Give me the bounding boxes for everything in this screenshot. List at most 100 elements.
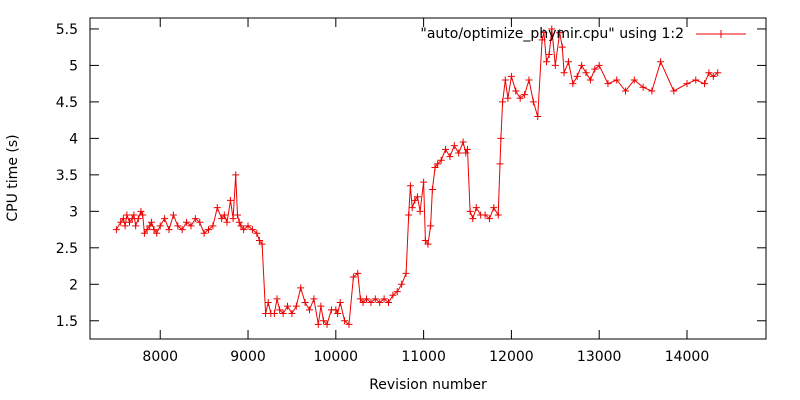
data-point xyxy=(146,222,154,230)
data-point xyxy=(420,178,428,186)
data-point xyxy=(336,299,344,307)
data-point xyxy=(586,76,594,84)
data-point xyxy=(235,218,243,226)
data-point xyxy=(139,211,147,219)
data-point xyxy=(398,280,406,288)
data-point xyxy=(560,69,568,77)
data-point xyxy=(349,273,357,281)
data-point xyxy=(450,142,458,150)
data-point xyxy=(569,80,577,88)
data-point xyxy=(140,229,148,237)
data-point xyxy=(427,222,435,230)
x-tick-label: 14000 xyxy=(665,349,710,365)
data-point xyxy=(112,226,120,234)
series-line xyxy=(115,28,719,326)
data-point xyxy=(591,65,599,73)
data-point xyxy=(622,87,630,95)
data-point xyxy=(279,309,287,317)
data-point xyxy=(564,58,572,66)
data-point xyxy=(359,299,367,307)
x-tick-label: 12000 xyxy=(489,349,534,365)
data-point xyxy=(126,218,134,226)
data-point xyxy=(512,87,520,95)
data-point xyxy=(538,36,546,44)
x-tick-label: 9000 xyxy=(230,349,266,365)
data-point xyxy=(178,226,186,234)
data-point xyxy=(481,211,489,219)
data-point xyxy=(469,215,477,223)
data-point xyxy=(150,226,158,234)
data-point xyxy=(223,218,231,226)
data-point xyxy=(683,80,691,88)
data-point xyxy=(421,237,429,245)
data-point xyxy=(320,317,328,325)
data-point xyxy=(258,240,266,248)
data-point xyxy=(371,295,379,303)
y-tick-label: 2 xyxy=(69,277,78,293)
data-point xyxy=(117,218,125,226)
data-point xyxy=(248,226,256,234)
data-point xyxy=(494,211,502,219)
data-point xyxy=(380,295,388,303)
data-point xyxy=(354,269,362,277)
data-point xyxy=(670,87,678,95)
y-axis-label: CPU time (s) xyxy=(5,134,21,221)
data-point xyxy=(229,215,237,223)
data-point xyxy=(521,91,529,99)
data-point xyxy=(408,204,416,212)
data-point xyxy=(264,299,272,307)
x-tick-label: 11000 xyxy=(401,349,446,365)
y-tick-label: 3.5 xyxy=(56,168,78,184)
data-point xyxy=(466,207,474,215)
data-point xyxy=(462,149,470,157)
data-point xyxy=(578,61,586,69)
data-point xyxy=(540,29,548,37)
data-point xyxy=(525,76,533,84)
data-point xyxy=(499,98,507,106)
x-tick-label: 10000 xyxy=(314,349,359,365)
y-tick-label: 3 xyxy=(69,204,78,220)
y-tick-label: 5 xyxy=(69,58,78,74)
data-point xyxy=(446,153,454,161)
series-group xyxy=(112,25,722,328)
data-point xyxy=(504,94,512,102)
data-point xyxy=(161,215,169,223)
data-point xyxy=(119,215,127,223)
data-point xyxy=(244,222,252,230)
data-point xyxy=(376,299,384,307)
y-axis-ticks: 1.5 2 2.5 3 3.5 4 4.5 5 5.5 xyxy=(56,22,766,330)
data-point xyxy=(416,207,424,215)
data-point xyxy=(156,222,164,230)
data-point xyxy=(411,196,419,204)
data-point xyxy=(276,306,284,314)
data-point xyxy=(220,211,228,219)
data-point xyxy=(389,291,397,299)
data-point xyxy=(310,295,318,303)
data-point xyxy=(226,196,234,204)
data-point xyxy=(424,240,432,248)
data-point xyxy=(143,226,151,234)
data-point xyxy=(356,295,364,303)
data-point xyxy=(213,204,221,212)
data-point xyxy=(582,69,590,77)
data-point xyxy=(406,182,414,190)
data-point xyxy=(485,215,493,223)
x-tick-label: 8000 xyxy=(142,349,178,365)
data-point xyxy=(496,160,504,168)
data-point xyxy=(497,134,505,142)
data-point xyxy=(209,222,217,230)
data-point xyxy=(545,50,553,58)
data-point xyxy=(130,211,138,219)
data-point xyxy=(270,309,278,317)
data-point xyxy=(709,72,717,80)
data-point xyxy=(630,76,638,84)
legend: "auto/optimize_phymir.cpu" using 1:2 xyxy=(420,26,746,42)
data-point xyxy=(548,25,556,33)
x-axis-label: Revision number xyxy=(369,377,487,393)
data-point xyxy=(393,288,401,296)
data-point xyxy=(701,80,709,88)
data-point xyxy=(402,269,410,277)
data-point xyxy=(556,29,564,37)
data-point xyxy=(121,222,129,230)
